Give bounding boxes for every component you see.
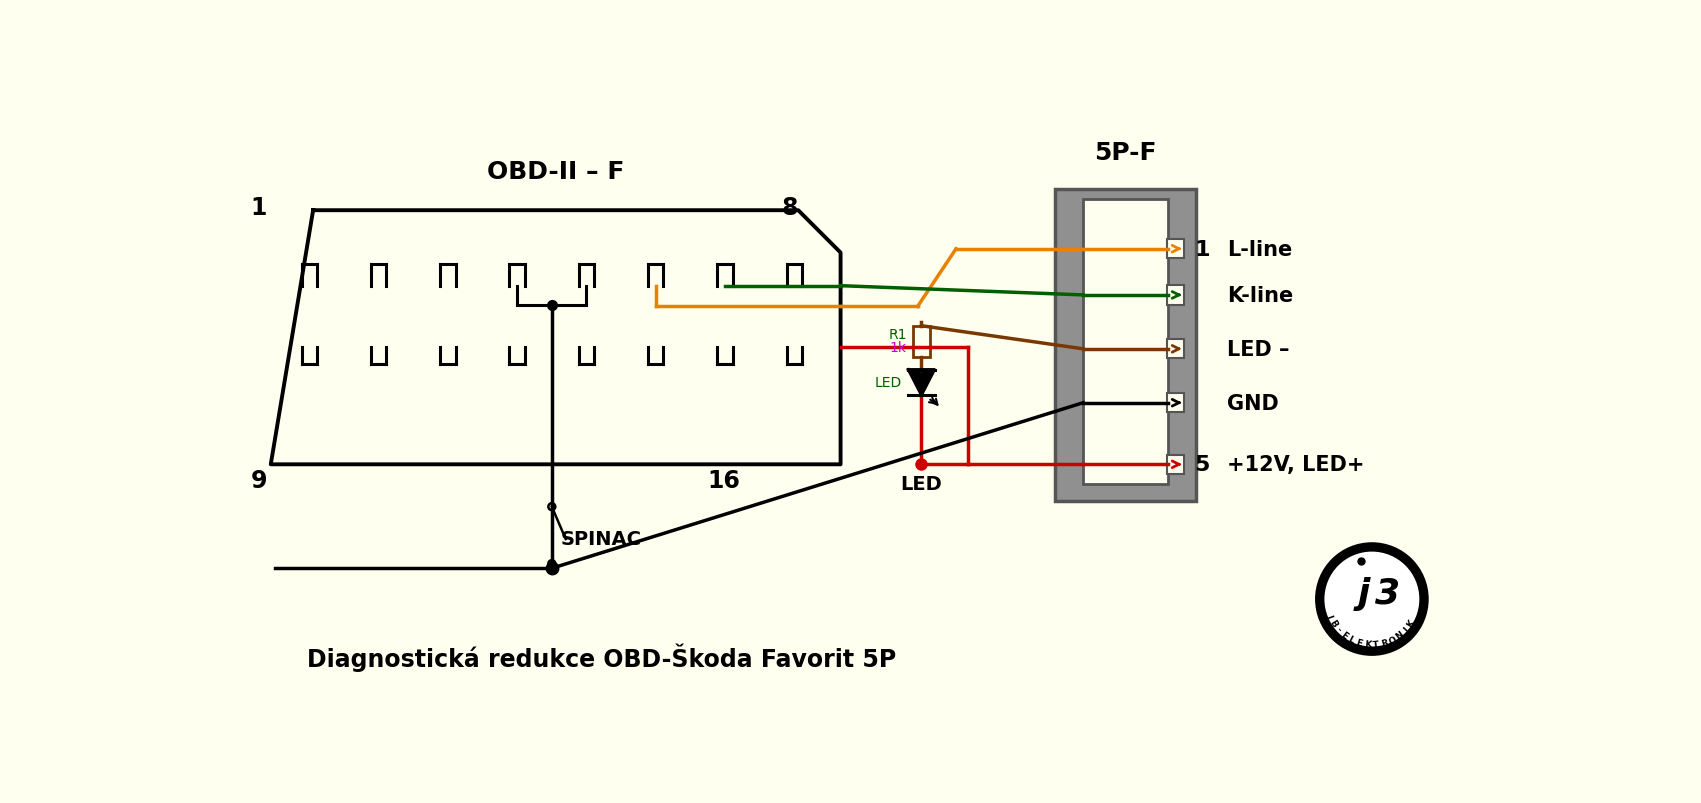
Text: O: O: [1386, 634, 1398, 646]
Text: 9: 9: [250, 469, 267, 492]
Text: LED –: LED –: [1226, 340, 1289, 360]
Text: K-line: K-line: [1226, 286, 1293, 305]
Text: +12V, LED+: +12V, LED+: [1226, 454, 1364, 475]
Text: j: j: [1357, 577, 1369, 610]
Circle shape: [1317, 544, 1427, 654]
Text: 8: 8: [782, 196, 798, 219]
Bar: [913, 326, 930, 357]
Text: -: -: [1334, 625, 1342, 634]
Text: Diagnostická redukce OBD-Škoda Favorit 5P: Diagnostická redukce OBD-Škoda Favorit 5…: [308, 642, 896, 671]
Bar: [1084, 199, 1169, 484]
Text: 16: 16: [708, 469, 740, 492]
Bar: [1167, 340, 1184, 359]
Text: L-line: L-line: [1226, 239, 1293, 259]
Text: E: E: [1339, 630, 1349, 641]
Text: 5P-F: 5P-F: [1094, 141, 1157, 165]
Text: J: J: [1325, 612, 1334, 618]
Text: I: I: [1402, 626, 1410, 634]
Text: OBD-II – F: OBD-II – F: [486, 160, 624, 184]
Text: B: B: [1327, 618, 1339, 628]
Text: 5: 5: [1194, 454, 1209, 475]
Text: L: L: [1347, 634, 1356, 645]
Text: K: K: [1405, 618, 1417, 628]
Text: E: E: [1356, 638, 1364, 648]
Bar: [1167, 455, 1184, 475]
Text: SPINAC: SPINAC: [561, 530, 641, 548]
Text: 1: 1: [250, 196, 267, 219]
Text: T: T: [1373, 640, 1380, 650]
Text: GND: GND: [1226, 393, 1279, 414]
Bar: [1167, 393, 1184, 413]
Bar: [1055, 190, 1196, 501]
Circle shape: [1323, 551, 1420, 648]
Text: 3: 3: [1374, 577, 1400, 610]
Text: 1: 1: [1194, 239, 1209, 259]
Bar: [1167, 240, 1184, 259]
Bar: [1167, 286, 1184, 305]
Text: R1: R1: [888, 328, 907, 342]
Text: N: N: [1393, 630, 1405, 641]
Text: LED: LED: [900, 474, 942, 493]
Text: R: R: [1380, 638, 1390, 648]
Text: 1k: 1k: [890, 340, 907, 354]
Text: K: K: [1364, 640, 1371, 650]
Polygon shape: [908, 370, 934, 396]
Text: LED: LED: [874, 376, 902, 389]
